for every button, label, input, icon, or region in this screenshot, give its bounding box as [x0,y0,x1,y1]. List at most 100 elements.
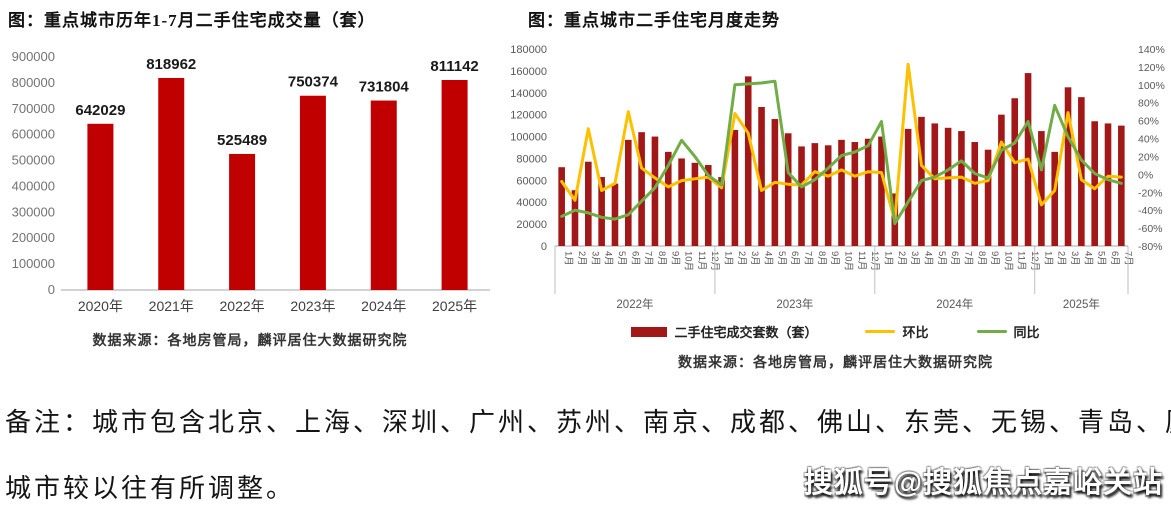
left-axis-tick: 180000 [510,44,547,56]
month-tick: 6月 [1109,251,1120,266]
right-axis-tick: 140% [1138,44,1165,56]
bar-value-label: 731804 [359,79,410,96]
bar-month-38 [1051,151,1059,246]
month-tick: 9月 [989,251,1000,266]
right-axis-tick: 80% [1138,98,1159,110]
y-axis-tick: 600000 [12,127,55,142]
right-axis-tick: 20% [1138,151,1159,163]
left-axis-tick: 140000 [510,88,547,100]
right-axis-tick: 120% [1138,62,1165,74]
right-axis-tick: 60% [1138,116,1159,128]
x-axis-category: 2021年 [149,298,194,314]
left-axis-tick: 20000 [516,219,547,231]
y-axis-tick: 400000 [12,178,55,193]
month-tick: 4月 [763,251,774,266]
left-axis-tick: 0 [541,241,547,253]
bar-month-20 [811,143,819,246]
y-axis-tick: 100000 [12,256,55,271]
mom-line [560,62,1123,223]
month-tick: 1月 [563,251,574,266]
monthly-chart-legend: 二手住宅成交套数（套） 环比 同比 [500,322,1171,341]
bar-month-3 [585,161,592,246]
bar-month-39 [1064,87,1072,246]
bar-month-25 [878,136,885,246]
y-axis-tick: 300000 [12,204,55,219]
left-axis-tick: 80000 [516,153,547,165]
month-tick: 8月 [976,251,987,266]
left-axis-tick: 60000 [516,175,547,187]
annual-chart-source: 数据来源：各地房管局，麟评居住大数据研究院 [92,334,408,349]
bar-2020年 [87,123,114,290]
bar-month-41 [1091,121,1098,246]
month-tick: 10月 [1002,251,1013,271]
x-axis-category: 2022年 [220,298,265,314]
right-axis-tick: 40% [1138,134,1159,146]
month-tick: 5月 [1096,251,1107,266]
legend-item-bars: 二手住宅成交套数（套） [631,322,817,341]
month-tick: 3月 [1069,251,1080,266]
y-axis-tick: 0 [48,282,55,297]
bar-month-12 [704,165,712,246]
bar-2022年 [229,153,256,290]
bar-2024年 [370,100,397,291]
yoy-line-swatch [976,329,1007,334]
bar-2025年 [441,80,468,290]
x-axis-category: 2024年 [361,298,406,314]
bar-month-8 [651,136,659,246]
month-tick: 2月 [896,251,907,266]
bar-value-label: 525489 [217,132,267,149]
bar-month-5 [611,183,619,246]
bar-month-16 [758,107,765,246]
month-tick: 1月 [882,251,893,266]
bar-2023年 [299,95,326,290]
month-tick: 10月 [843,251,854,271]
month-tick: 11月 [696,251,707,270]
legend-label-yoy: 同比 [1013,325,1040,340]
month-tick: 4月 [603,251,614,266]
bar-month-18 [784,133,792,246]
bar-month-31 [958,131,965,246]
month-tick: 7月 [803,251,814,266]
month-tick: 9月 [669,251,680,266]
y-axis-tick: 500000 [12,153,55,168]
bar-month-29 [931,123,939,246]
month-tick: 8月 [656,251,667,266]
bar-month-7 [638,132,645,246]
month-tick: 3月 [589,251,600,266]
bar-month-11 [691,162,699,246]
month-tick: 3月 [909,251,920,266]
month-tick: 11月 [1016,251,1027,270]
bar-month-1 [558,167,565,246]
x-axis-category: 2025年 [432,298,477,314]
month-tick: 11月 [856,251,867,270]
watermark-sohu: 搜狐号@搜狐焦点嘉峪关站 [803,467,1163,499]
x-axis-category: 2020年 [78,298,123,314]
year-label: 2023年 [776,297,813,311]
right-axis-tick: -80% [1138,241,1163,253]
annual-bar-chart: 0 100000 200000 300000 400000 500000 600000 700… [0,30,500,350]
right-axis-tick: -40% [1138,205,1163,217]
monthly-trend-chart-svg: 0 20000 40000 60000 80000 100000 120000 140000 1… [510,44,1165,311]
bar-month-22 [838,139,845,246]
month-tick: 5月 [936,251,947,266]
note-line-2: 城市较以往有所调整。 [5,474,296,503]
bar-month-32 [971,142,979,246]
left-axis-tick: 160000 [510,66,547,78]
month-tick: 7月 [643,251,654,266]
bar-month-14 [731,129,739,246]
legend-label-mom: 环比 [902,325,929,340]
bar-month-40 [1078,97,1085,247]
bar-month-33 [984,149,992,246]
legend-item-mom: 环比 [865,322,929,341]
bar-month-15 [744,76,752,246]
monthly-chart-title: 图：重点城市二手住宅月度走势 [528,11,780,30]
bar-month-4 [598,177,605,246]
month-tick: 4月 [922,251,933,266]
bar-month-6 [624,139,632,246]
bar-month-43 [1118,125,1125,246]
month-tick: 7月 [962,251,973,266]
right-axis-tick: -60% [1138,223,1163,235]
bar-month-21 [824,145,832,246]
year-label: 2025年 [1063,297,1100,311]
